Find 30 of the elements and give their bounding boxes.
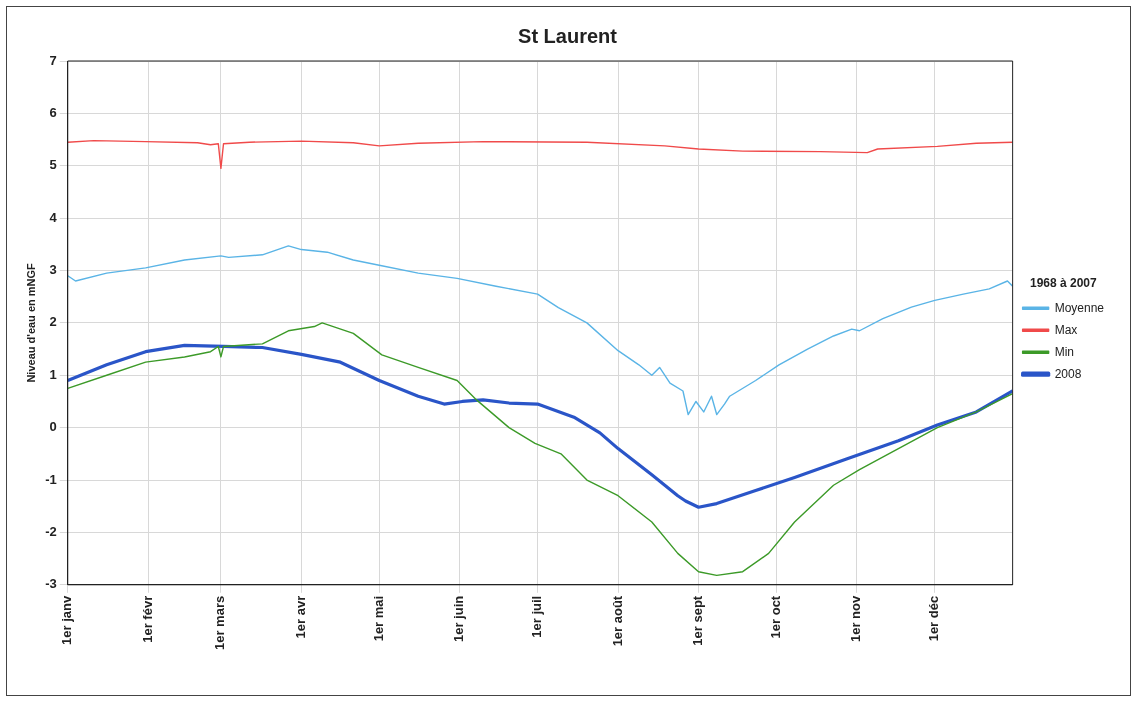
y-tick-label: -3	[45, 576, 57, 592]
legend-label: Max	[1054, 322, 1078, 337]
x-tick-label: 1er mars	[212, 595, 228, 651]
chart-title: St Laurent	[518, 24, 618, 47]
x-tick-label: 1er oct	[767, 595, 783, 639]
y-tick-label: 7	[49, 52, 57, 68]
legend-label: Min	[1054, 344, 1074, 359]
legend-label: Moyenne	[1054, 300, 1105, 315]
x-tick-label: 1er juin	[451, 595, 467, 643]
x-tick-label: 1er déc	[926, 595, 942, 642]
y-tick-label: 2	[49, 314, 57, 330]
y-tick-label: 5	[49, 157, 57, 173]
x-tick-label: 1er juil	[529, 595, 545, 638]
x-tick-label: 1er nov	[848, 595, 864, 643]
legend-title: 1968 à 2007	[1029, 276, 1098, 291]
y-tick-label: 3	[49, 262, 57, 278]
y-tick-label: 6	[49, 104, 57, 120]
legend-label: 2008	[1054, 366, 1082, 381]
x-tick-label: 1er mai	[370, 595, 386, 642]
y-tick-label: 0	[49, 419, 57, 435]
y-tick-label: -2	[45, 523, 57, 539]
y-tick-label: 4	[49, 209, 58, 225]
y-axis-title: Niveau d'eau en mNGF	[24, 262, 37, 383]
x-tick-label: 1er août	[609, 595, 625, 647]
x-tick-label: 1er févr	[139, 595, 155, 643]
x-tick-label: 1er avr	[292, 595, 308, 639]
x-tick-label: 1er sept	[690, 595, 706, 646]
y-tick-label: -1	[45, 471, 57, 487]
y-tick-label: 1	[49, 366, 57, 382]
x-tick-label: 1er janv	[59, 595, 75, 645]
